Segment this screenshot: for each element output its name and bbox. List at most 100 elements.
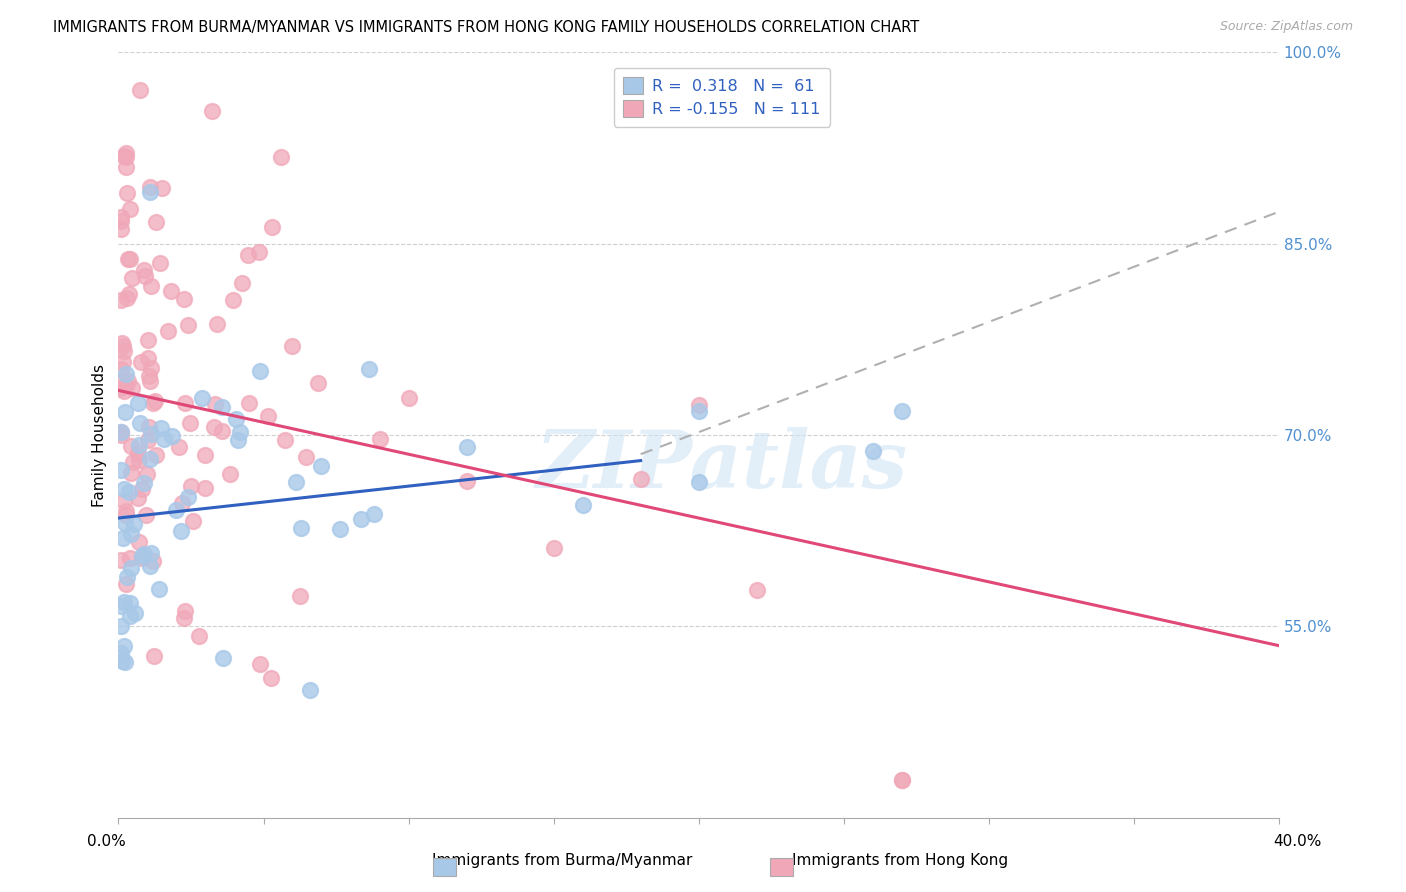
Point bbox=[145, 215, 167, 229]
Point bbox=[368, 432, 391, 446]
Point bbox=[229, 425, 252, 440]
Point bbox=[135, 508, 157, 522]
Point bbox=[110, 222, 132, 236]
Point bbox=[249, 364, 271, 378]
Point bbox=[138, 368, 160, 383]
Point bbox=[115, 367, 138, 381]
Point bbox=[114, 516, 136, 530]
Point bbox=[136, 467, 159, 481]
Point bbox=[115, 570, 138, 584]
Point bbox=[136, 334, 159, 348]
Point bbox=[350, 512, 373, 526]
Point bbox=[115, 378, 138, 392]
Point bbox=[114, 655, 136, 669]
Point bbox=[160, 429, 183, 443]
Legend: R =  0.318   N =  61, R = -0.155   N = 111: R = 0.318 N = 61, R = -0.155 N = 111 bbox=[614, 68, 830, 127]
Point bbox=[148, 582, 170, 596]
Point bbox=[630, 472, 652, 486]
Point bbox=[120, 467, 142, 481]
Point bbox=[290, 520, 312, 534]
Point bbox=[179, 416, 201, 430]
Point bbox=[110, 619, 132, 633]
Point bbox=[129, 83, 152, 97]
Point bbox=[118, 485, 141, 500]
Point bbox=[139, 559, 162, 574]
Point bbox=[145, 449, 167, 463]
Point bbox=[120, 561, 142, 575]
Point bbox=[111, 355, 134, 369]
Point bbox=[111, 531, 134, 545]
Point bbox=[170, 496, 193, 510]
Point bbox=[150, 181, 173, 195]
Point bbox=[194, 481, 217, 495]
Point bbox=[139, 179, 162, 194]
Point bbox=[688, 475, 710, 489]
Point bbox=[120, 252, 142, 267]
Text: ZIPatlas: ZIPatlas bbox=[536, 427, 908, 505]
Point bbox=[112, 149, 135, 163]
Point bbox=[270, 150, 292, 164]
Point bbox=[134, 548, 156, 562]
Text: 40.0%: 40.0% bbox=[1274, 834, 1322, 848]
Text: Immigrants from Hong Kong: Immigrants from Hong Kong bbox=[792, 854, 1008, 868]
Point bbox=[211, 424, 233, 438]
Point bbox=[121, 455, 143, 469]
Point bbox=[112, 482, 135, 496]
Point bbox=[124, 516, 146, 531]
Point bbox=[120, 609, 142, 624]
Point bbox=[688, 404, 710, 418]
Point bbox=[115, 504, 138, 518]
Point bbox=[571, 498, 593, 512]
Point bbox=[363, 508, 385, 522]
Point bbox=[159, 284, 181, 298]
Point bbox=[139, 279, 162, 293]
Point bbox=[112, 384, 135, 398]
Point bbox=[115, 150, 138, 164]
Point bbox=[153, 432, 176, 446]
Point bbox=[307, 376, 329, 390]
Point bbox=[118, 202, 141, 217]
Point bbox=[180, 479, 202, 493]
Point bbox=[111, 654, 134, 668]
Point bbox=[249, 657, 271, 671]
Point bbox=[329, 522, 352, 536]
Point bbox=[890, 404, 912, 418]
Point bbox=[205, 318, 228, 332]
Text: Source: ZipAtlas.com: Source: ZipAtlas.com bbox=[1219, 20, 1353, 33]
Point bbox=[128, 535, 150, 549]
Point bbox=[110, 425, 132, 439]
Point bbox=[114, 146, 136, 161]
Point bbox=[688, 398, 710, 412]
Point bbox=[111, 374, 134, 388]
Point bbox=[121, 381, 143, 395]
Point bbox=[201, 104, 224, 119]
Point bbox=[141, 396, 163, 410]
Point bbox=[110, 553, 132, 567]
Point bbox=[131, 550, 153, 565]
Point bbox=[191, 391, 214, 405]
Point bbox=[218, 467, 240, 482]
Point bbox=[138, 374, 160, 388]
Point bbox=[174, 396, 197, 410]
Point bbox=[112, 343, 135, 358]
Point bbox=[177, 318, 200, 333]
Point bbox=[142, 554, 165, 568]
Point bbox=[173, 292, 195, 306]
Point bbox=[110, 214, 132, 228]
Point bbox=[110, 425, 132, 439]
Point bbox=[128, 453, 150, 467]
Point bbox=[120, 526, 142, 541]
Point bbox=[118, 551, 141, 566]
Point bbox=[110, 335, 132, 350]
Point bbox=[115, 508, 138, 522]
Point bbox=[745, 583, 768, 598]
Text: IMMIGRANTS FROM BURMA/MYANMAR VS IMMIGRANTS FROM HONG KONG FAMILY HOUSEHOLDS COR: IMMIGRANTS FROM BURMA/MYANMAR VS IMMIGRA… bbox=[53, 20, 920, 35]
Point bbox=[110, 293, 132, 308]
Point bbox=[127, 396, 149, 410]
Point bbox=[111, 339, 134, 353]
Point bbox=[543, 541, 565, 556]
Point bbox=[110, 361, 132, 376]
Point bbox=[187, 629, 209, 643]
Point bbox=[173, 611, 195, 625]
Point bbox=[128, 416, 150, 430]
